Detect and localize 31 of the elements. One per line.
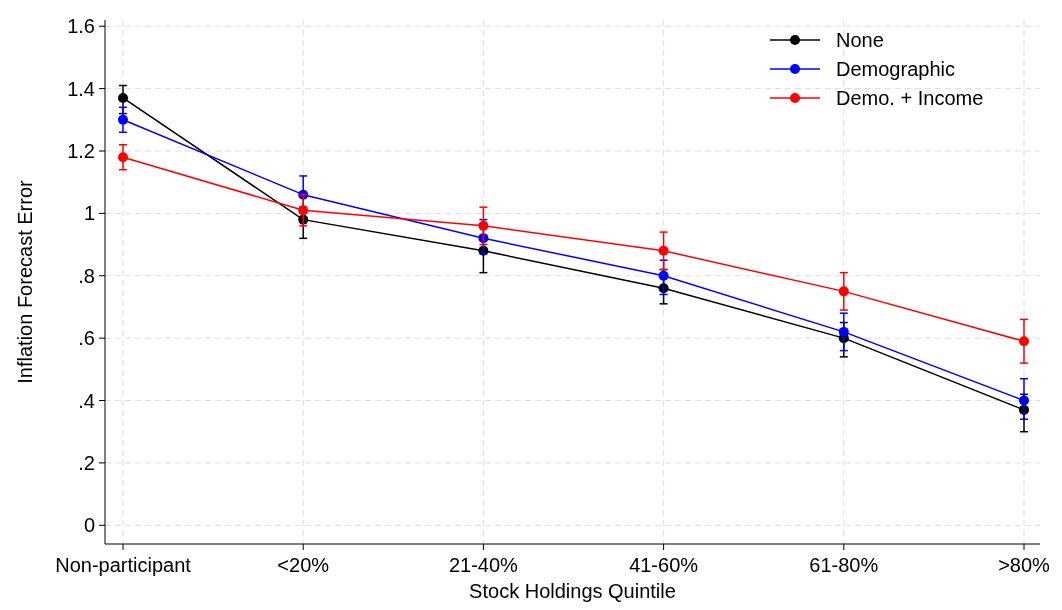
legend-label: Demo. + Income bbox=[836, 87, 984, 109]
y-tick-label: 0 bbox=[83, 514, 95, 537]
x-tick-label: Non-participant bbox=[55, 554, 192, 576]
y-tick-label: 1.2 bbox=[67, 140, 95, 162]
point bbox=[1019, 336, 1029, 347]
point bbox=[298, 205, 309, 216]
x-tick-label: 61-80% bbox=[809, 554, 879, 576]
legend-label: Demographic bbox=[836, 58, 955, 80]
x-tick-label: >80% bbox=[998, 554, 1051, 576]
x-tick-label: <20% bbox=[277, 554, 330, 576]
x-tick-label: 21-40% bbox=[448, 554, 519, 576]
point bbox=[838, 286, 849, 297]
point bbox=[658, 270, 669, 281]
point bbox=[118, 114, 128, 125]
point bbox=[118, 152, 128, 163]
y-tick-label: 1 bbox=[83, 202, 95, 225]
point bbox=[118, 92, 128, 103]
y-tick-label: .2 bbox=[78, 451, 95, 474]
point bbox=[658, 245, 669, 256]
legend-label: None bbox=[836, 29, 884, 51]
y-tick-label: .4 bbox=[78, 389, 95, 412]
point bbox=[838, 326, 849, 337]
point bbox=[478, 220, 489, 231]
y-tick-label: .6 bbox=[78, 327, 95, 350]
y-tick-label: .8 bbox=[78, 264, 95, 287]
y-tick-label: 1.4 bbox=[67, 77, 95, 100]
x-tick-label: 41-60% bbox=[629, 554, 699, 576]
point bbox=[1019, 395, 1029, 406]
y-tick-label: 1.6 bbox=[67, 15, 95, 38]
x-axis-title: Stock Holdings Quintile bbox=[469, 580, 676, 602]
y-axis-title: Inflation Forecast Error bbox=[14, 179, 36, 384]
